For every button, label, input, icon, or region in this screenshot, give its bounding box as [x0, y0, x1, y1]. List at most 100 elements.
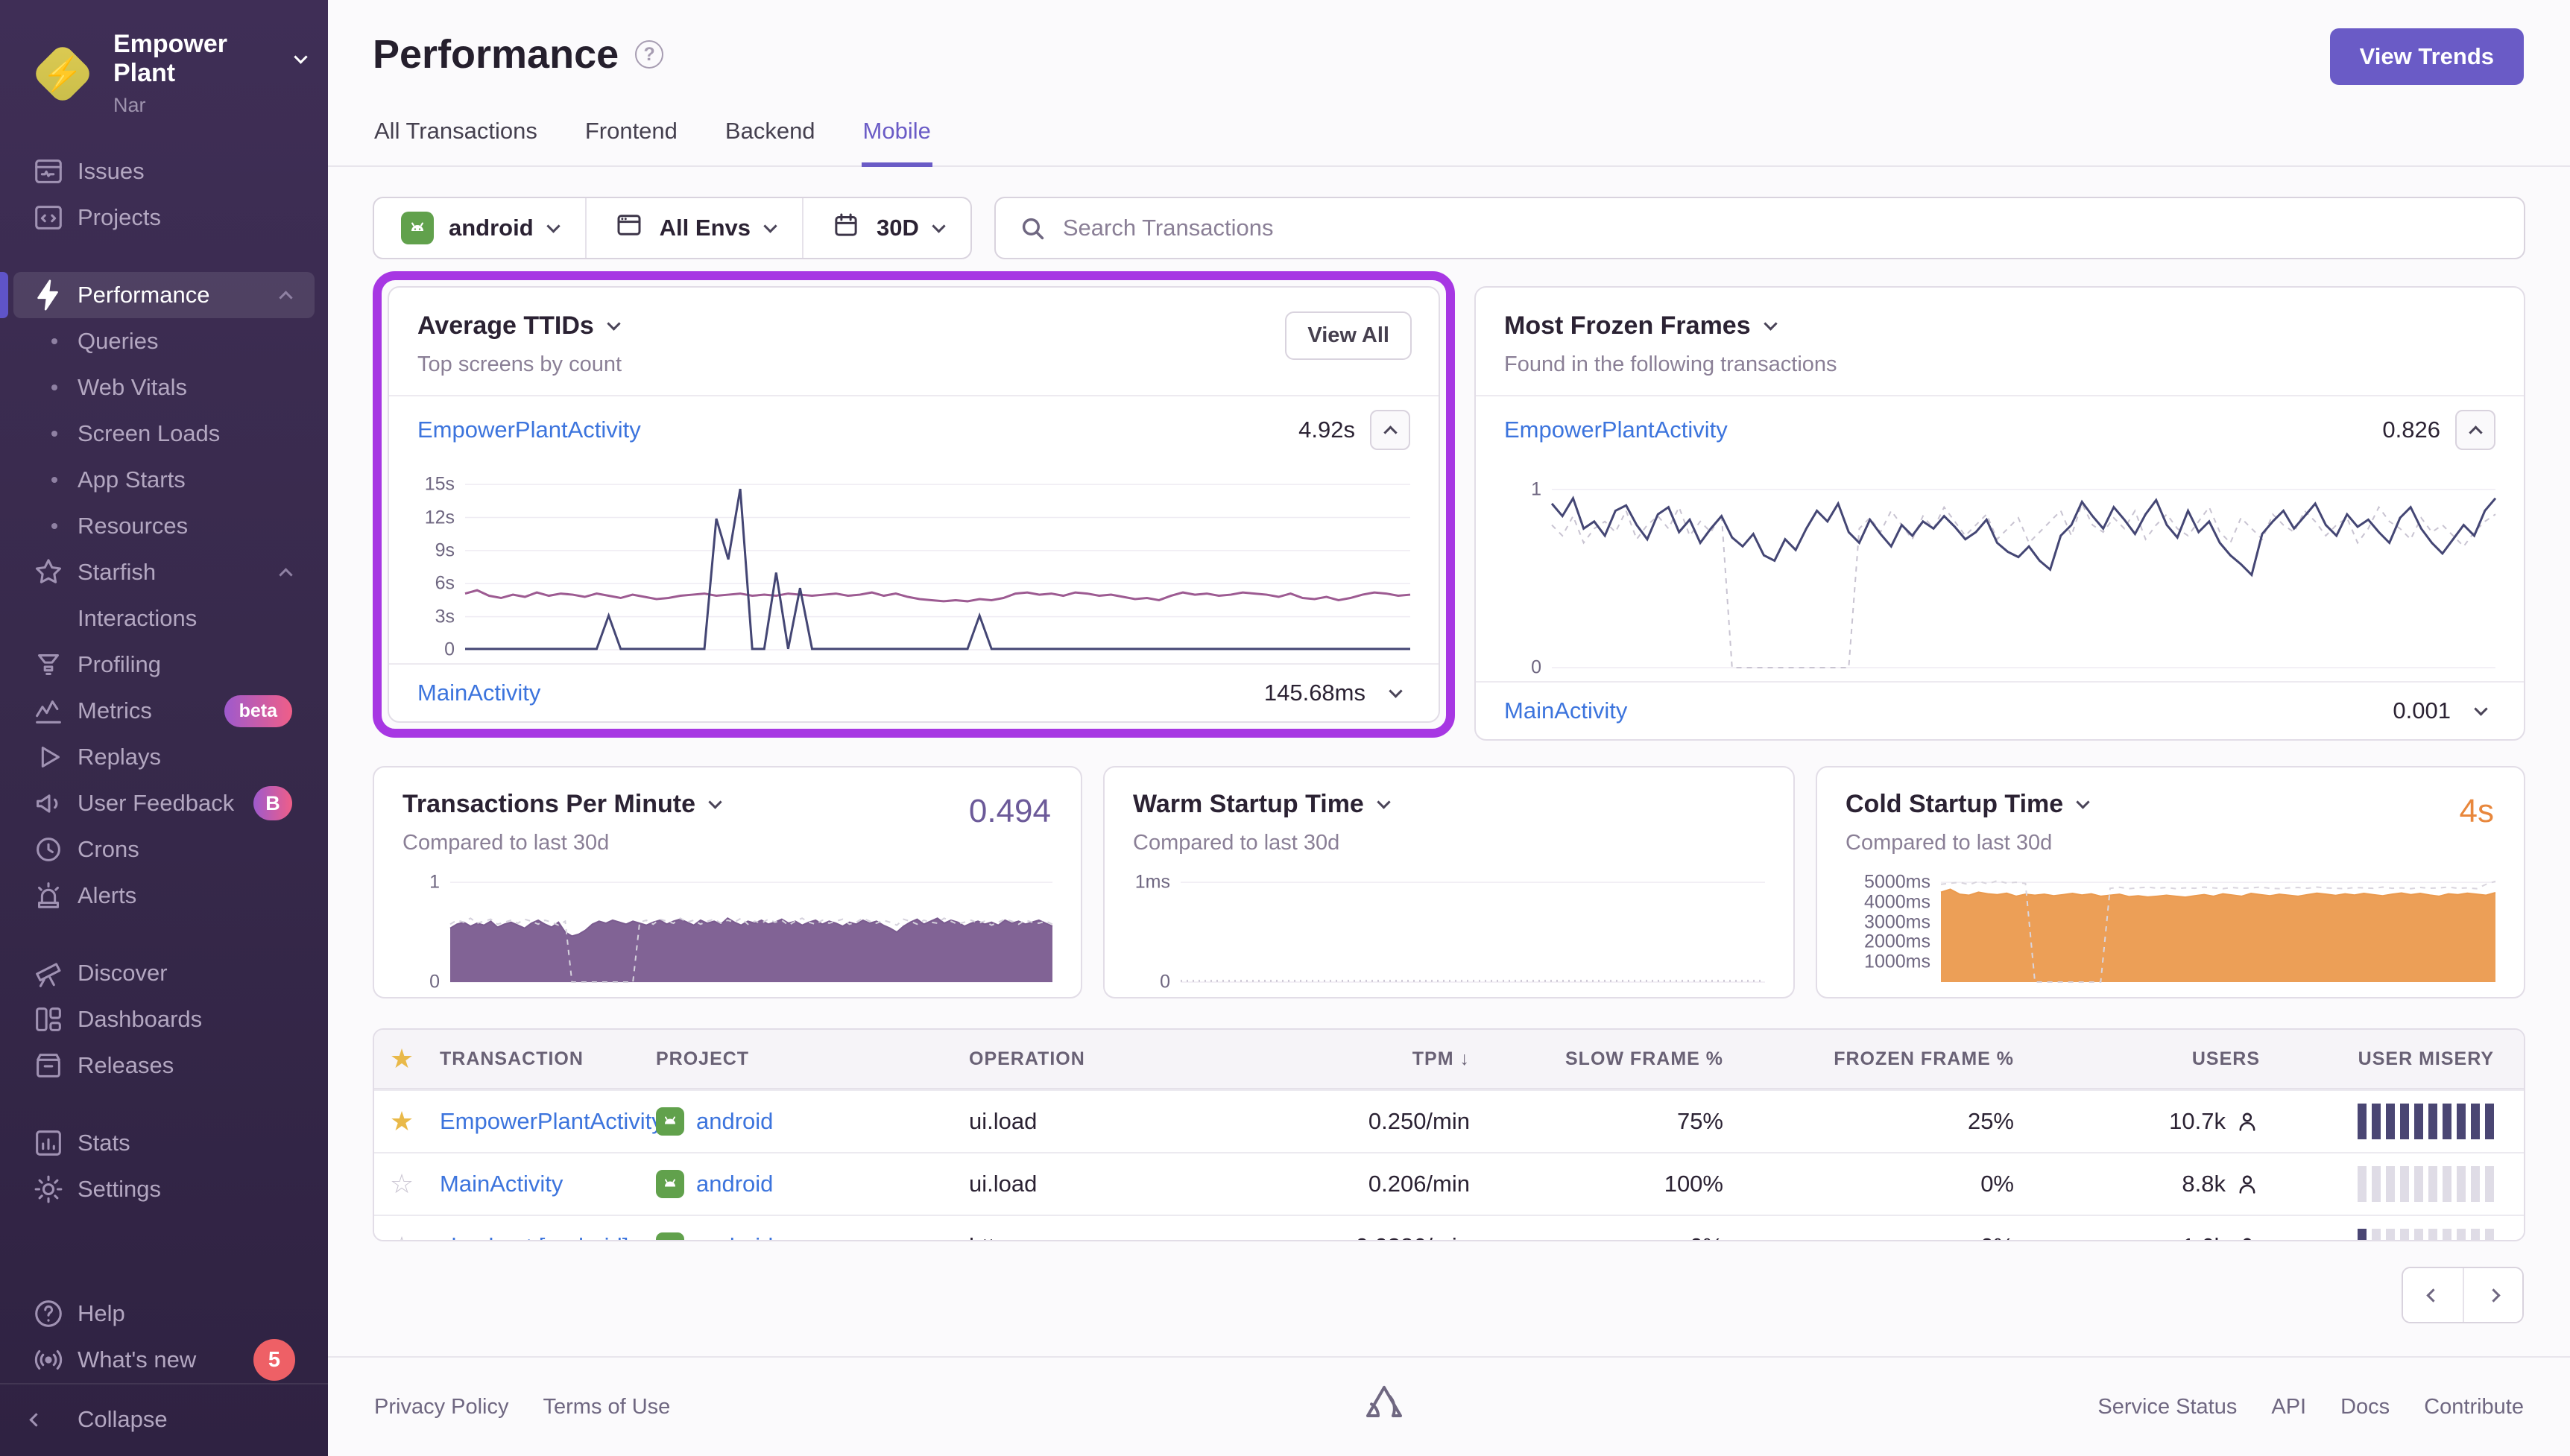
sidebar-item-discover[interactable]: Discover [13, 950, 315, 996]
star-toggle[interactable]: ★ [389, 1106, 414, 1136]
sidebar-item-interactions[interactable]: Interactions [78, 605, 198, 631]
project-link[interactable]: android [696, 1108, 774, 1134]
sidebar-item-metrics[interactable]: Metrics beta [13, 688, 315, 734]
warm-startup-panel: Warm Startup Time Compared to last 30d 1… [1103, 766, 1795, 998]
warm-startup-title-dropdown[interactable]: Warm Startup Time [1133, 790, 1765, 819]
project-cell: android [645, 1170, 959, 1198]
collapse-row-button[interactable] [1370, 410, 1410, 450]
transaction-link[interactable]: EmpowerPlantActivity [417, 417, 641, 443]
col-user-misery[interactable]: User Misery [2358, 1048, 2494, 1069]
col-slow-frame[interactable]: Slow Frame % [1565, 1048, 1723, 1069]
sentry-logo-icon[interactable] [1360, 1380, 1408, 1434]
sidebar-item-web-vitals[interactable]: Web Vitals [13, 364, 315, 411]
previous-page-button[interactable] [2403, 1268, 2463, 1322]
sidebar-item-crons[interactable]: Crons [13, 826, 315, 873]
sidebar-item-replays[interactable]: Replays [13, 734, 315, 780]
transaction-link[interactable]: MainActivity [440, 1171, 563, 1197]
panel-subtitle: Compared to last 30d [1846, 831, 2053, 855]
chevron-up-icon [279, 290, 293, 305]
average-ttids-title-dropdown[interactable]: Average TTIDs [417, 311, 1410, 341]
tab-frontend[interactable]: Frontend [584, 118, 678, 144]
metric-value: 0.001 [2393, 697, 2451, 724]
sidebar-item-screen-loads[interactable]: Screen Loads [13, 411, 315, 457]
col-frozen-frame[interactable]: Frozen Frame % [1834, 1048, 2014, 1069]
sidebar-item-user-feedback[interactable]: User Feedback B [13, 780, 315, 826]
transactions-table: ★ Transaction Project Operation TPM ↓ Sl… [373, 1028, 2525, 1241]
sidebar-item-starfish[interactable]: Starfish [13, 549, 315, 595]
sidebar-item-releases[interactable]: Releases [13, 1042, 315, 1089]
environment-filter[interactable]: All Envs [584, 198, 802, 258]
star-toggle[interactable]: ☆ [389, 1168, 414, 1199]
frozen-frames-title-dropdown[interactable]: Most Frozen Frames [1504, 311, 2495, 341]
tab-mobile[interactable]: Mobile [861, 113, 932, 167]
project-filter[interactable]: android [374, 198, 585, 258]
tab-backend[interactable]: Backend [724, 118, 815, 144]
tpm-chart [450, 870, 1052, 982]
main-content: Performance ? View Trends All Transactio… [328, 0, 2570, 1456]
col-transaction[interactable]: Transaction [440, 1048, 584, 1069]
page-help-icon[interactable]: ? [635, 40, 664, 69]
performance-tabs: All Transactions Frontend Backend Mobile [328, 113, 2570, 167]
project-link[interactable]: android [696, 1171, 774, 1197]
date-range-filter[interactable]: 30D [802, 198, 970, 258]
org-switcher[interactable]: ⚡ Empower Plant Nar [0, 0, 328, 138]
cold-startup-title-dropdown[interactable]: Cold Startup Time [1846, 790, 2495, 819]
dashboards-icon [31, 1002, 78, 1036]
api-link[interactable]: API [2271, 1394, 2307, 1419]
tab-all-transactions[interactable]: All Transactions [374, 118, 537, 144]
service-status-link[interactable]: Service Status [2097, 1394, 2238, 1419]
contribute-link[interactable]: Contribute [2424, 1394, 2524, 1419]
sidebar-item-stats[interactable]: Stats [13, 1120, 315, 1166]
sidebar-item-projects[interactable]: Projects [13, 194, 315, 241]
sort-desc-icon: ↓ [1459, 1048, 1470, 1069]
view-all-button[interactable]: View All [1285, 311, 1412, 360]
docs-link[interactable]: Docs [2340, 1394, 2390, 1419]
sidebar-item-issues[interactable]: Issues [13, 148, 315, 194]
sidebar-item-queries[interactable]: Queries [13, 318, 315, 364]
help-icon [31, 1297, 78, 1331]
chevron-down-icon [1388, 683, 1403, 698]
sidebar-item-help[interactable]: Help [13, 1291, 315, 1337]
terms-of-use-link[interactable]: Terms of Use [543, 1394, 671, 1419]
view-trends-button[interactable]: View Trends [2329, 28, 2524, 85]
transaction-link[interactable]: checkout [android] [429, 1233, 645, 1240]
search-icon [1022, 218, 1044, 240]
sidebar-collapse-button[interactable]: Collapse [13, 1396, 315, 1443]
gear-icon [31, 1172, 78, 1206]
project-link[interactable]: android [696, 1233, 773, 1240]
col-users[interactable]: Users [2191, 1048, 2260, 1069]
sidebar-item-app-starts[interactable]: App Starts [13, 457, 315, 503]
sidebar-item-resources[interactable]: Resources [13, 503, 315, 549]
sidebar-item-performance[interactable]: Performance [0, 272, 315, 318]
android-icon [656, 1170, 684, 1198]
expand-row-button[interactable] [2466, 696, 2495, 726]
tpm-title-dropdown[interactable]: Transactions Per Minute [402, 790, 1052, 819]
sidebar-item-dashboards[interactable]: Dashboards [13, 996, 315, 1042]
expand-row-button[interactable] [1380, 678, 1410, 708]
sidebar-item-alerts[interactable]: Alerts [13, 873, 315, 919]
col-project[interactable]: Project [656, 1048, 750, 1069]
sidebar-item-profiling[interactable]: Profiling [13, 642, 315, 688]
transaction-link[interactable]: MainActivity [1504, 697, 1628, 724]
chevron-down-icon [763, 218, 777, 233]
transaction-link[interactable]: EmpowerPlantActivity [1504, 417, 1728, 443]
collapse-row-button[interactable] [2455, 410, 2495, 450]
users-cell: 8.8k [2024, 1171, 2270, 1197]
transaction-link[interactable]: EmpowerPlantActivity [440, 1108, 663, 1134]
page-filters: android All Envs 30D [373, 197, 972, 259]
search-input[interactable] [1062, 215, 2501, 241]
transaction-link[interactable]: MainActivity [417, 680, 541, 706]
operation-cell: ui.load [969, 1108, 1038, 1134]
sidebar-item-whats-new[interactable]: What's new 5 [13, 1337, 315, 1383]
chevron-right-icon [2486, 1288, 2501, 1303]
col-tpm-sorted[interactable]: TPM ↓ [1412, 1048, 1470, 1069]
next-page-button[interactable] [2463, 1268, 2522, 1322]
star-toggle[interactable]: ☆ [374, 1231, 429, 1240]
privacy-policy-link[interactable]: Privacy Policy [374, 1394, 509, 1419]
sidebar-item-settings[interactable]: Settings [13, 1166, 315, 1212]
metric-value: 0.826 [2382, 417, 2440, 443]
bar-chart-icon [31, 1126, 78, 1160]
col-operation[interactable]: Operation [969, 1048, 1085, 1069]
